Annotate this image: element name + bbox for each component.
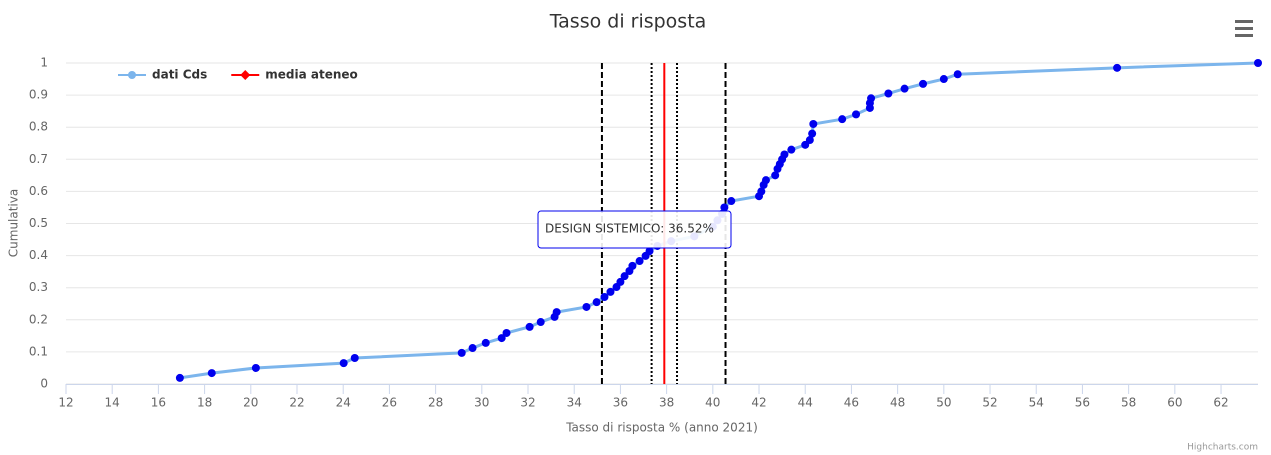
data-point xyxy=(809,119,818,128)
data-point xyxy=(635,257,644,266)
data-point xyxy=(628,261,637,270)
data-point xyxy=(481,338,490,347)
data-point xyxy=(175,373,184,382)
x-tick-label: 36 xyxy=(613,396,628,410)
data-point xyxy=(1113,63,1122,72)
data-point xyxy=(761,176,770,185)
x-tick-label: 18 xyxy=(197,396,212,410)
legend-marker xyxy=(240,70,251,80)
y-tick-label: 0 xyxy=(40,377,48,391)
y-tick-label: 0.2 xyxy=(29,312,48,326)
data-point xyxy=(771,171,780,180)
y-tick-label: 0.9 xyxy=(29,88,48,102)
data-point xyxy=(900,84,909,93)
y-axis-label: Cumulativa xyxy=(7,189,21,257)
x-tick-label: 60 xyxy=(1167,396,1182,410)
x-tick-label: 42 xyxy=(751,396,766,410)
data-point xyxy=(805,136,814,145)
x-tick-label: 32 xyxy=(520,396,535,410)
x-tick-label: 14 xyxy=(105,396,120,410)
data-point xyxy=(919,79,928,88)
data-point xyxy=(339,359,348,368)
data-point xyxy=(525,322,534,331)
tooltip: DESIGN SISTEMICO: 36.52% xyxy=(537,210,732,249)
x-tick-label: 26 xyxy=(382,396,397,410)
x-tick-label: 44 xyxy=(798,396,813,410)
legend-label: dati Cds xyxy=(152,68,207,82)
data-point xyxy=(727,197,736,206)
data-point xyxy=(457,348,466,357)
x-tick-label: 46 xyxy=(844,396,859,410)
legend-marker xyxy=(128,71,136,79)
data-point xyxy=(497,334,506,343)
data-point xyxy=(251,363,260,372)
data-point xyxy=(838,115,847,124)
chart-title: Tasso di risposta xyxy=(549,11,707,33)
x-tick-label: 48 xyxy=(890,396,905,410)
x-tick-label: 12 xyxy=(58,396,73,410)
data-point xyxy=(350,353,359,362)
x-tick-label: 52 xyxy=(982,396,997,410)
data-point xyxy=(207,369,216,378)
data-point xyxy=(620,272,629,281)
menu-button[interactable] xyxy=(1235,20,1253,37)
x-tick-label: 34 xyxy=(567,396,582,410)
data-point xyxy=(552,308,561,317)
data-point xyxy=(502,328,511,337)
x-axis-label: Tasso di risposta % (anno 2021) xyxy=(565,421,758,435)
x-tick-label: 28 xyxy=(428,396,443,410)
tooltip-text: DESIGN SISTEMICO: 36.52% xyxy=(545,222,714,236)
data-point xyxy=(757,187,766,196)
menu-bar xyxy=(1235,27,1253,30)
data-point xyxy=(606,287,615,296)
y-tick-label: 0.6 xyxy=(29,184,48,198)
x-tick-label: 58 xyxy=(1121,396,1136,410)
x-tick-label: 62 xyxy=(1213,396,1228,410)
data-point xyxy=(645,247,654,256)
x-tick-label: 54 xyxy=(1029,396,1044,410)
y-tick-label: 0.5 xyxy=(29,216,48,230)
x-tick-label: 40 xyxy=(705,396,720,410)
y-tick-label: 0.3 xyxy=(29,280,48,294)
x-tick-label: 20 xyxy=(243,396,258,410)
x-tick-label: 56 xyxy=(1075,396,1090,410)
menu-bar xyxy=(1235,34,1253,37)
data-point xyxy=(592,298,601,307)
data-point xyxy=(953,70,962,79)
menu-bar xyxy=(1235,20,1253,23)
data-point xyxy=(720,203,729,212)
legend-item[interactable]: dati Cds xyxy=(118,68,207,82)
data-point xyxy=(582,302,591,311)
data-point xyxy=(939,75,948,84)
data-point xyxy=(616,277,625,286)
data-point xyxy=(468,344,477,353)
data-point xyxy=(884,89,893,98)
tooltip-box xyxy=(537,210,732,249)
legend-item[interactable]: media ateneo xyxy=(231,68,358,82)
x-tick-label: 30 xyxy=(474,396,489,410)
y-tick-label: 0.8 xyxy=(29,120,48,134)
legend-label: media ateneo xyxy=(265,68,358,82)
x-tick-label: 16 xyxy=(151,396,166,410)
x-tick-label: 38 xyxy=(659,396,674,410)
x-tick-label: 50 xyxy=(936,396,951,410)
x-tick-label: 24 xyxy=(336,396,351,410)
data-point xyxy=(787,145,796,154)
y-tick-label: 0.7 xyxy=(29,152,48,166)
credits[interactable]: Highcharts.com xyxy=(1187,443,1258,453)
data-point xyxy=(1254,59,1262,67)
y-tick-label: 0.4 xyxy=(29,248,48,262)
data-point xyxy=(600,293,609,302)
data-point xyxy=(808,129,817,138)
y-tick-label: 1 xyxy=(40,56,48,70)
data-point xyxy=(852,110,861,119)
y-tick-label: 0.1 xyxy=(29,344,48,358)
x-tick-label: 22 xyxy=(289,396,304,410)
data-point xyxy=(536,318,545,327)
data-point xyxy=(867,94,876,103)
data-point xyxy=(780,150,789,159)
